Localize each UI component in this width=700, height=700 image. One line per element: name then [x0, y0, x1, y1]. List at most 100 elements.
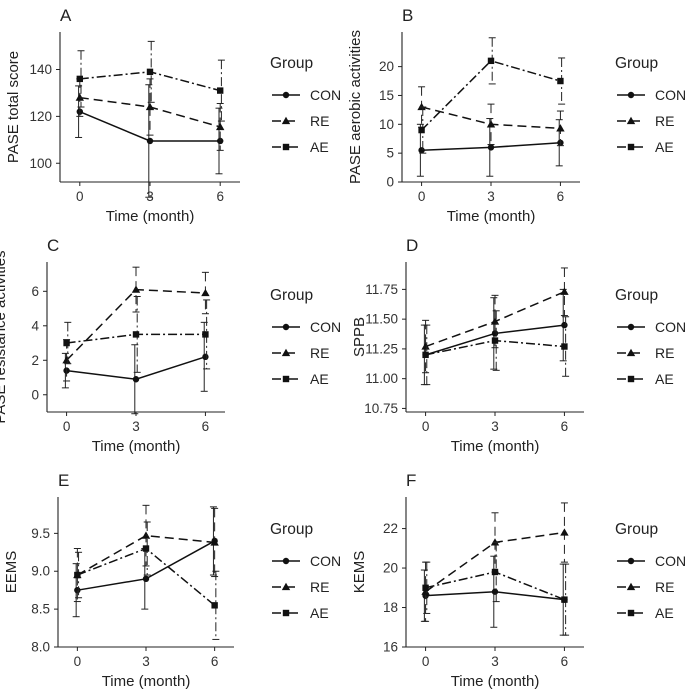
data-point [487, 144, 495, 151]
data-point [146, 137, 154, 145]
y-tick-label: 20 [379, 59, 394, 74]
legend-label: RE [310, 113, 329, 129]
data-point [202, 353, 209, 361]
data-point [560, 528, 569, 536]
panel-letter: A [60, 6, 72, 25]
legend: Group CON RE AE [270, 55, 341, 155]
data-point [422, 351, 429, 359]
x-tick-label: 3 [142, 654, 150, 669]
data-point [62, 356, 71, 364]
legend-label: CON [310, 319, 341, 335]
y-tick-label: 11.75 [365, 282, 398, 297]
y-tick-label: 16 [383, 640, 398, 655]
x-tick-label: 0 [422, 654, 430, 669]
legend-label: AE [310, 605, 329, 621]
legend-title: Group [615, 521, 658, 538]
data-point [557, 77, 564, 85]
x-tick-label: 6 [216, 189, 224, 204]
x-tick-label: 6 [561, 419, 569, 434]
data-point [63, 339, 70, 347]
legend: Group CON RE AE [270, 287, 341, 387]
y-tick-label: 4 [31, 318, 39, 333]
legend-label: RE [310, 579, 329, 595]
x-axis-title: Time (month) [451, 673, 540, 690]
y-tick-label: 11.25 [365, 341, 398, 356]
panel-d: D 10.75 11.00 11.25 11.50 11.75 0 3 6 Time (month… [351, 236, 686, 455]
data-point [141, 531, 151, 539]
y-tick-label: 20 [383, 561, 398, 576]
x-tick-label: 0 [74, 654, 82, 669]
data-point [418, 126, 425, 134]
data-point [132, 331, 140, 338]
y-tick-label: 11.00 [365, 371, 398, 386]
y-axis-title: PASE total score [5, 51, 22, 163]
x-axis-title: Time (month) [451, 438, 540, 455]
y-tick-label: 100 [29, 156, 52, 171]
panel-e: E 8.0 8.5 9.0 9.5 0 3 6 Time (month) EEMS Group CON… [3, 471, 341, 690]
legend: Group CON RE AE [270, 521, 341, 621]
x-axis-title: Time (month) [92, 438, 181, 455]
y-tick-label: 18 [383, 600, 398, 615]
series-ae [422, 310, 570, 386]
series-ae [422, 541, 570, 636]
x-axis-title: Time (month) [447, 208, 536, 225]
data-point [490, 317, 500, 325]
legend-marker [282, 557, 290, 565]
x-tick-label: 0 [422, 419, 430, 434]
y-tick-label: 11.50 [365, 312, 398, 327]
y-tick-label: 9.5 [31, 526, 50, 541]
data-point [131, 285, 141, 293]
x-tick-label: 6 [561, 654, 569, 669]
legend-label: CON [310, 87, 341, 103]
data-point [216, 122, 225, 131]
y-tick-label: 0 [31, 387, 39, 402]
panel-a: A 100 120 140 0 3 6 Time (month) PASE total scor… [5, 6, 341, 225]
y-axis-title: EEMS [3, 551, 20, 594]
panel-letter: E [58, 471, 69, 490]
y-tick-label: 22 [383, 521, 398, 536]
series-line [425, 571, 565, 601]
legend-label: AE [655, 605, 674, 621]
y-tick-label: 2 [31, 353, 39, 368]
legend-marker [282, 375, 290, 383]
legend-marker [627, 609, 635, 617]
legend-marker [626, 582, 636, 591]
y-tick-label: 8.5 [31, 602, 50, 617]
data-point [422, 584, 429, 591]
legend-label: CON [655, 87, 686, 103]
x-tick-label: 3 [491, 654, 499, 669]
series-ae [418, 37, 566, 154]
panel-c: C 0 2 4 6 0 3 6 Time (month) PASE resistance acti… [0, 236, 341, 455]
legend-title: Group [270, 287, 313, 304]
x-tick-label: 0 [418, 189, 426, 204]
data-point [202, 331, 209, 338]
legend-label: AE [655, 139, 674, 155]
legend-label: AE [310, 371, 329, 387]
data-point [418, 147, 425, 154]
data-point [421, 587, 430, 595]
series-ae [74, 521, 220, 640]
y-tick-label: 140 [29, 62, 52, 77]
legend-title: Group [615, 287, 658, 304]
panel-letter: C [47, 236, 59, 255]
data-point [74, 571, 81, 579]
data-point [142, 575, 150, 583]
series-line [66, 356, 206, 381]
series-re [62, 266, 210, 382]
legend-title: Group [615, 55, 658, 72]
legend-marker [626, 116, 636, 125]
data-point [417, 102, 426, 111]
legend: Group CON RE AE [615, 55, 686, 155]
panel-letter: D [406, 236, 418, 255]
data-point [211, 602, 218, 609]
y-tick-label: 10.75 [364, 401, 398, 416]
data-point [75, 93, 84, 101]
x-tick-label: 6 [557, 189, 565, 204]
data-point [421, 342, 430, 350]
data-point [210, 538, 219, 546]
data-point [561, 596, 568, 603]
legend-title: Group [270, 55, 313, 72]
data-point [491, 337, 499, 344]
data-point [561, 321, 568, 329]
